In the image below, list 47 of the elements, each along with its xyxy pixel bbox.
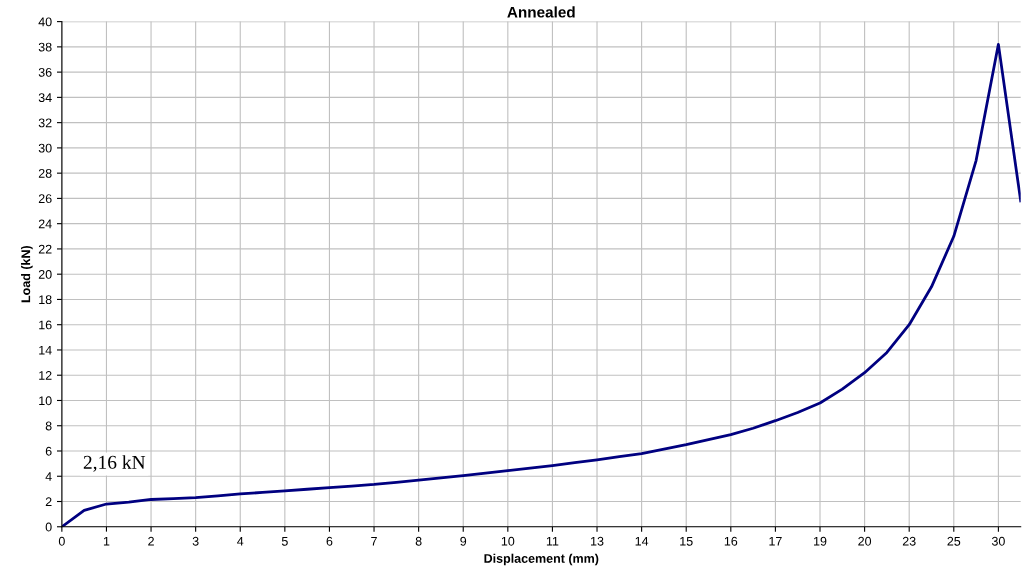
y-tick-label: 2: [45, 497, 52, 507]
chart-title: Annealed: [507, 6, 575, 18]
x-tick-label: 10: [501, 536, 515, 546]
x-tick-label: 3: [192, 536, 199, 546]
y-tick-label: 10: [39, 396, 52, 406]
x-tick-label: 15: [680, 536, 693, 546]
x-tick-label: 9: [460, 536, 467, 546]
y-tick-label: 40: [38, 17, 52, 27]
x-tick-label: 2: [148, 536, 154, 546]
y-tick-label: 0: [45, 522, 52, 532]
y-tick-label: 22: [38, 244, 52, 254]
x-tick-label: 6: [326, 536, 333, 546]
y-tick-label: 36: [38, 67, 52, 77]
x-tick-label: 5: [281, 536, 288, 546]
x-tick-label: 7: [371, 536, 377, 546]
x-tick-label: 14: [635, 536, 649, 546]
y-tick-label: 34: [38, 93, 52, 103]
x-tick-label: 20: [858, 536, 872, 546]
x-tick-label: 19: [814, 536, 827, 546]
x-tick-label: 25: [947, 536, 961, 546]
y-tick-label: 20: [38, 269, 52, 279]
x-tick-label: 13: [591, 536, 604, 546]
y-tick-label: 18: [39, 295, 52, 305]
y-axis-title: Load (kN): [21, 245, 33, 303]
y-tick-label: 8: [45, 421, 52, 431]
x-tick-label: 4: [237, 536, 244, 546]
y-tick-label: 6: [45, 446, 52, 456]
y-tick-label: 24: [38, 219, 52, 229]
y-tick-label: 28: [38, 168, 52, 178]
x-tick-label: 11: [546, 536, 559, 546]
x-tick-label: 1: [103, 536, 110, 546]
x-tick-label: 0: [58, 536, 65, 546]
y-tick-label: 38: [38, 42, 52, 52]
y-tick-label: 12: [39, 371, 52, 380]
x-tick-label: 23: [902, 536, 916, 546]
y-tick-label: 30: [38, 143, 52, 153]
y-tick-label: 14: [39, 345, 52, 355]
y-tick-label: 26: [38, 194, 52, 204]
y-tick-label: 16: [39, 320, 52, 330]
x-tick-label: 30: [991, 536, 1005, 546]
x-tick-label: 8: [415, 536, 422, 546]
x-axis-title: Displacement (mm): [484, 553, 599, 566]
annotation: 2,16 kN: [83, 455, 146, 472]
x-tick-label: 16: [724, 536, 738, 546]
y-tick-label: 4: [45, 472, 52, 481]
x-tick-label: 17: [769, 536, 782, 546]
y-tick-label: 32: [38, 118, 52, 128]
